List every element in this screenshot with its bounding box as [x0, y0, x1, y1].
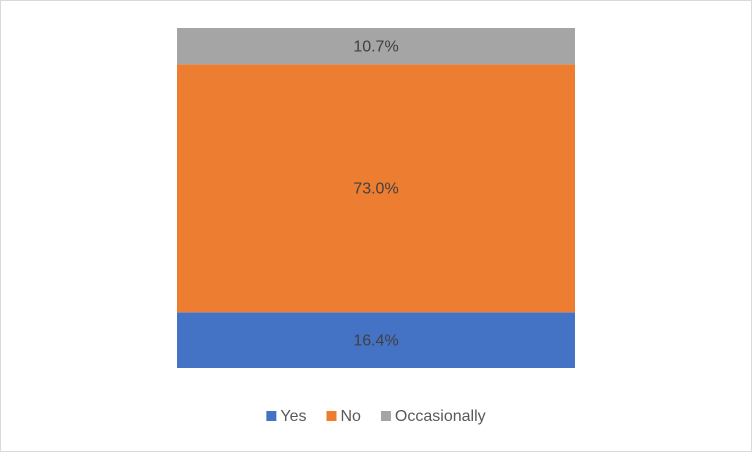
legend-swatch: [266, 411, 277, 421]
data-label: 10.7%: [353, 38, 398, 55]
legend-label: Yes: [280, 408, 306, 425]
legend-label: Occasionally: [395, 408, 486, 425]
bar-segment: [177, 64, 575, 313]
data-label: 73.0%: [353, 181, 398, 198]
bar-segment: [177, 28, 575, 65]
legend-swatch: [326, 411, 337, 421]
bar-segment: [177, 312, 575, 368]
legend-label: No: [340, 408, 361, 425]
legend-swatch: [380, 411, 391, 421]
data-label: 16.4%: [353, 332, 398, 349]
